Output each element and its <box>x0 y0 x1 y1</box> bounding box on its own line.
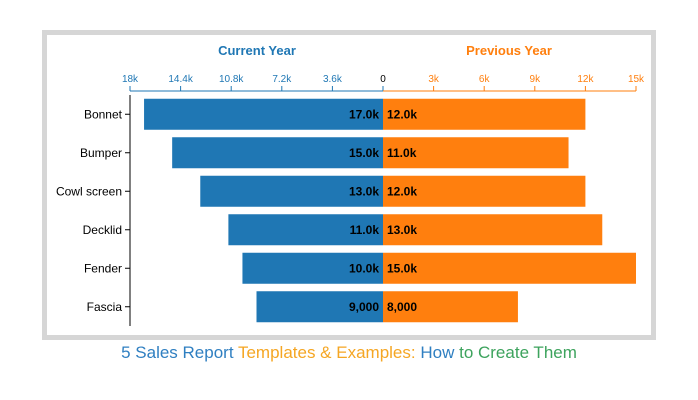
data-label-previous-year: 15.0k <box>387 261 417 275</box>
data-label-current-year: 15.0k <box>349 146 379 160</box>
data-label-current-year: 11.0k <box>350 223 380 237</box>
data-label-previous-year: 13.0k <box>387 223 417 237</box>
bar-current-year <box>144 98 383 130</box>
category-label: Decklid <box>83 223 122 237</box>
bar-previous-year <box>383 252 636 284</box>
caption-part-3: How <box>420 343 455 362</box>
caption-part-2: Templates & Examples: <box>237 343 416 362</box>
right-axis-tick-label: 15k <box>628 74 645 85</box>
data-label-previous-year: 8,000 <box>387 300 417 314</box>
right-axis-tick-label: 9k <box>530 74 542 85</box>
bar-current-year <box>228 214 383 246</box>
data-label-previous-year: 11.0k <box>387 146 417 160</box>
category-label: Fender <box>84 261 122 275</box>
bar-previous-year <box>383 214 603 246</box>
left-axis-tick-label: 3.6k <box>323 74 343 85</box>
left-axis-tick-label: 10.8k <box>219 74 244 85</box>
bar-current-year <box>256 291 383 323</box>
bar-previous-year <box>383 291 518 323</box>
bar-current-year <box>172 137 383 169</box>
series-title-previous-year: Previous Year <box>466 43 552 58</box>
chart-svg: Current Year Previous Year 18k 14.4k 10.8k 7.… <box>56 43 645 326</box>
data-label-current-year: 17.0k <box>349 107 379 121</box>
caption-part-4: to Create Them <box>459 343 577 362</box>
left-axis-tick-label: 14.4k <box>168 74 193 85</box>
data-label-current-year: 10.0k <box>349 261 379 275</box>
chart-frame: Current Year Previous Year 18k 14.4k 10.8k 7.… <box>42 30 656 340</box>
left-axis-tick-label: 18k <box>122 74 139 85</box>
right-axis-tick-label: 12k <box>577 74 594 85</box>
caption: 5 Sales Report Templates & Examples: How… <box>0 343 698 363</box>
bar-previous-year <box>383 175 586 207</box>
category-label: Bonnet <box>84 107 123 121</box>
data-label-previous-year: 12.0k <box>387 107 417 121</box>
bar-current-year <box>242 252 383 284</box>
data-label-previous-year: 12.0k <box>387 184 417 198</box>
category-label: Fascia <box>87 300 123 314</box>
data-label-current-year: 9,000 <box>349 300 379 314</box>
left-axis-tick-label: 7.2k <box>272 74 292 85</box>
series-title-current-year: Current Year <box>218 43 296 58</box>
right-axis-tick-label: 6k <box>479 74 491 85</box>
right-axis-tick-label: 3k <box>428 74 440 85</box>
caption-part-1: 5 Sales Report <box>121 343 234 362</box>
category-label: Bumper <box>80 146 122 160</box>
bar-previous-year <box>383 98 586 130</box>
category-label: Cowl screen <box>56 184 122 198</box>
bar-current-year <box>200 175 383 207</box>
bar-previous-year <box>383 137 569 169</box>
data-label-current-year: 13.0k <box>349 184 379 198</box>
left-axis-tick-label: 0 <box>380 74 386 85</box>
